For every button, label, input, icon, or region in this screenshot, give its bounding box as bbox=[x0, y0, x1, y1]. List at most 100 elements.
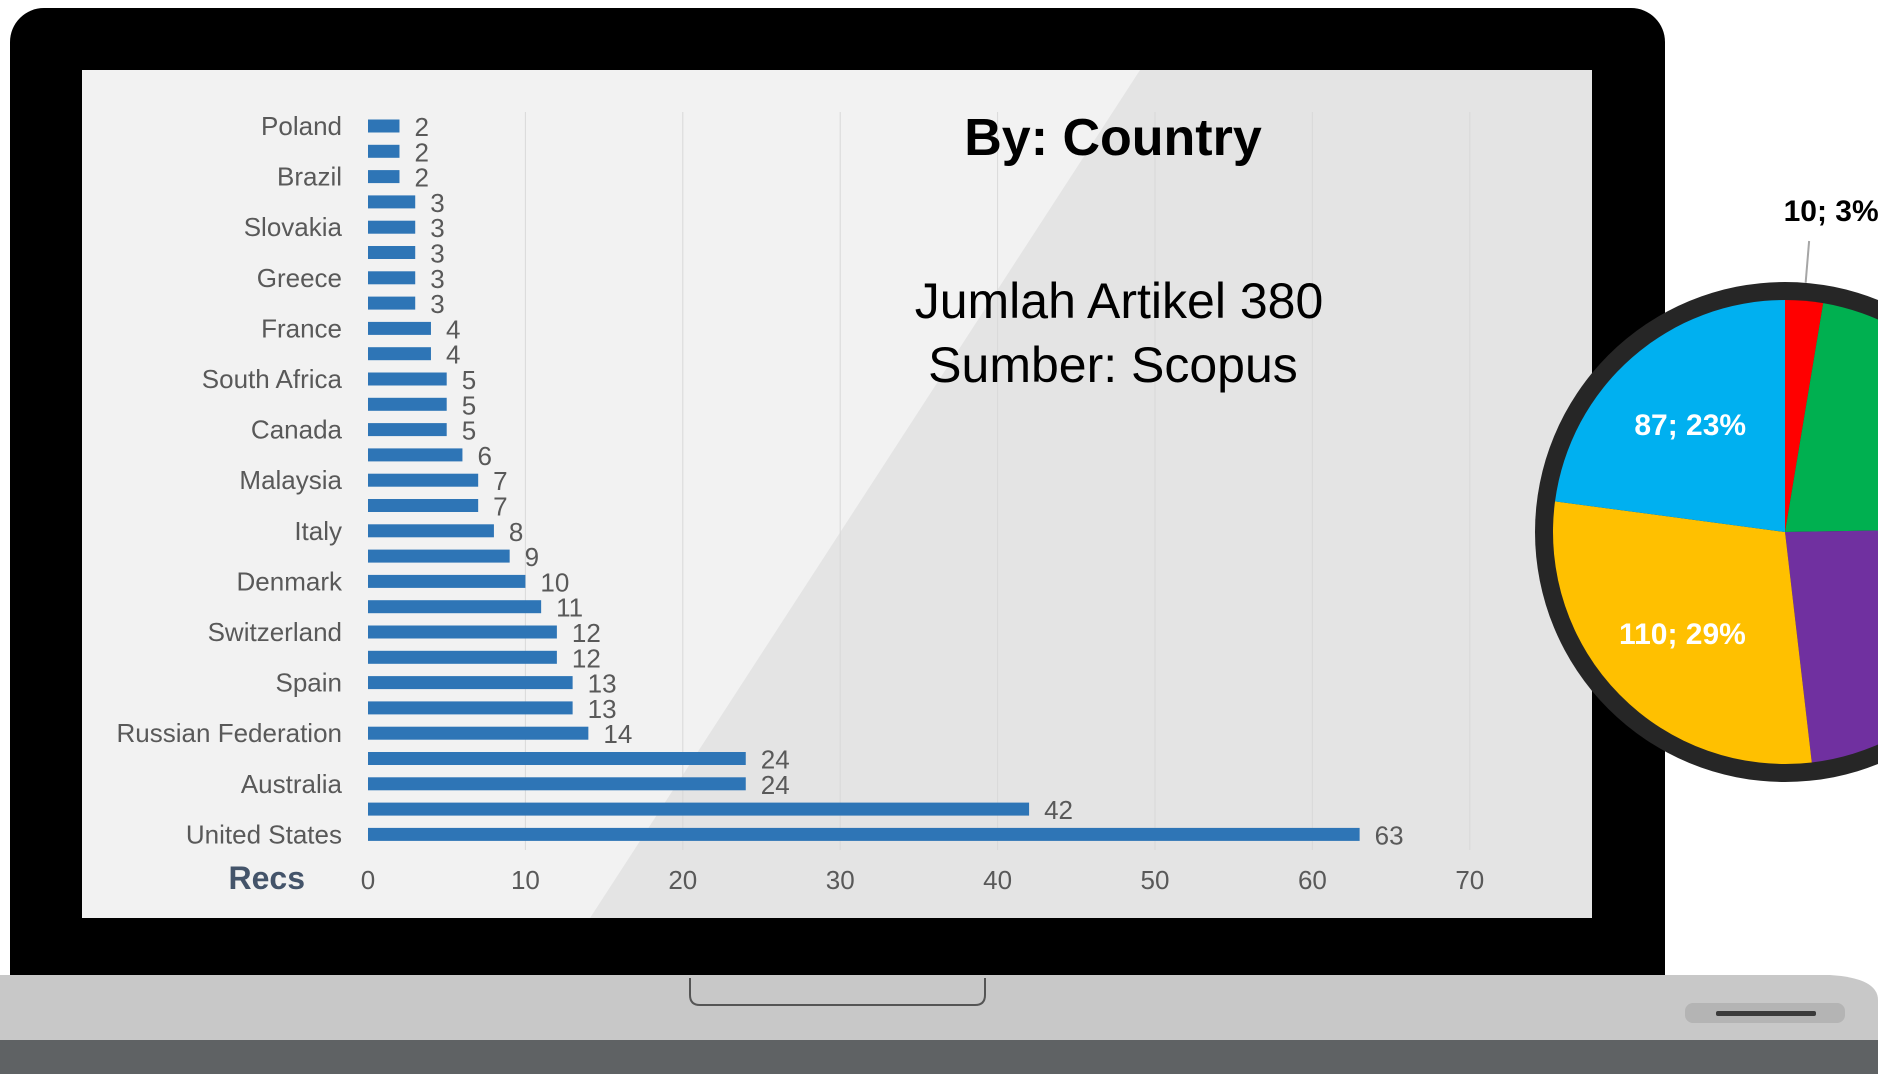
pie-slice bbox=[1785, 300, 1824, 532]
pie-leader-line bbox=[1804, 240, 1811, 283]
category-label: Spain bbox=[276, 668, 343, 698]
bar-value-label: 10 bbox=[540, 567, 569, 597]
bar bbox=[368, 347, 431, 361]
pie-chart: 10; 3%848110; 29%87; 23% bbox=[1535, 195, 1878, 782]
category-label: Poland bbox=[261, 111, 342, 141]
bar-value-label: 3 bbox=[430, 289, 444, 319]
category-label: Slovakia bbox=[244, 212, 343, 242]
bar-value-label: 2 bbox=[414, 163, 428, 193]
bar-value-label: 2 bbox=[414, 137, 428, 167]
bar-value-label: 3 bbox=[430, 264, 444, 294]
pie-slice bbox=[1785, 530, 1878, 763]
pie-slice-label: 110; 29% bbox=[1619, 618, 1746, 651]
bar bbox=[368, 574, 526, 588]
bar-chart-gridlines bbox=[524, 112, 1471, 850]
pie-slice bbox=[1555, 300, 1785, 532]
category-axis-title: Recs bbox=[229, 860, 306, 896]
bar-value-label: 12 bbox=[572, 618, 601, 648]
x-tick-label: 70 bbox=[1455, 865, 1484, 895]
bar-value-label: 3 bbox=[430, 188, 444, 218]
bar-value-label: 3 bbox=[430, 213, 444, 243]
bar-value-label: 24 bbox=[761, 745, 790, 775]
bar bbox=[368, 119, 400, 133]
bar bbox=[368, 752, 746, 765]
bar bbox=[368, 726, 589, 740]
slide-info-line-2: Sumber: Scopus bbox=[928, 337, 1298, 393]
pie-slice bbox=[1785, 303, 1878, 532]
bar-value-label: 7 bbox=[493, 492, 507, 522]
pie-slice-label: 87; 23% bbox=[1634, 409, 1746, 442]
x-tick-label: 30 bbox=[826, 865, 855, 895]
bar-value-label: 11 bbox=[556, 593, 583, 623]
bar-value-label: 2 bbox=[414, 112, 428, 142]
bar bbox=[368, 144, 400, 158]
bar bbox=[368, 271, 416, 285]
bar bbox=[368, 802, 1030, 816]
bar bbox=[368, 650, 557, 664]
bar-value-label: 12 bbox=[572, 643, 601, 673]
x-tick-label: 60 bbox=[1298, 865, 1327, 895]
bar-value-label: 13 bbox=[588, 694, 617, 724]
bar-chart: 2223333344555677891011121213131424244263… bbox=[117, 111, 1485, 896]
bar-value-label: 42 bbox=[1044, 795, 1073, 825]
bar-value-label: 13 bbox=[588, 669, 617, 699]
bar-value-label: 8 bbox=[509, 517, 523, 547]
bar bbox=[368, 170, 400, 184]
bar-value-label: 24 bbox=[761, 770, 790, 800]
x-tick-label: 50 bbox=[1141, 865, 1170, 895]
x-tick-label: 40 bbox=[983, 865, 1012, 895]
category-label: South Africa bbox=[202, 364, 343, 394]
bar-value-label: 4 bbox=[446, 340, 460, 370]
bar bbox=[368, 701, 573, 715]
trackpad-notch bbox=[689, 978, 986, 1006]
bar-chart-bars bbox=[368, 119, 1360, 841]
bar-value-label: 3 bbox=[430, 239, 444, 269]
x-tick-label: 0 bbox=[361, 865, 375, 895]
bar-value-label: 6 bbox=[477, 441, 491, 471]
bar bbox=[368, 195, 416, 209]
pie-slice bbox=[1553, 501, 1812, 764]
bar-value-label: 5 bbox=[462, 365, 476, 395]
category-label: Canada bbox=[251, 415, 343, 445]
category-label: Malaysia bbox=[239, 465, 342, 495]
bar bbox=[368, 827, 1360, 841]
x-tick-label: 20 bbox=[668, 865, 697, 895]
category-label: Switzerland bbox=[208, 617, 342, 647]
bar-value-label: 9 bbox=[525, 542, 539, 572]
bar bbox=[368, 220, 416, 234]
bar bbox=[368, 625, 557, 639]
category-label: Denmark bbox=[237, 566, 343, 596]
slide-title: By: Country bbox=[964, 109, 1262, 167]
bar bbox=[368, 246, 416, 259]
bar-value-label: 7 bbox=[493, 466, 507, 496]
category-label: Australia bbox=[241, 769, 343, 799]
bar bbox=[368, 296, 416, 310]
category-label: Brazil bbox=[277, 162, 342, 192]
laptop-screen bbox=[82, 70, 1592, 918]
pie-slice-label: 10; 3% bbox=[1784, 195, 1878, 228]
bar-value-label: 5 bbox=[462, 416, 476, 446]
base-slot-line bbox=[1716, 1011, 1816, 1016]
category-label: Italy bbox=[294, 516, 342, 546]
bar bbox=[368, 524, 494, 538]
laptop-base bbox=[0, 975, 1878, 1040]
bar bbox=[368, 372, 447, 386]
bar-value-label: 63 bbox=[1375, 820, 1404, 850]
slide-info-line-1: Jumlah Artikel 380 bbox=[915, 273, 1324, 329]
x-tick-label: 10 bbox=[511, 865, 540, 895]
category-label: United States bbox=[186, 819, 342, 849]
bar-value-label: 14 bbox=[603, 719, 632, 749]
bar-chart-category-labels: Poland Brazil Slovakia Greece France South Af… bbox=[117, 111, 343, 849]
bar-value-label: 4 bbox=[446, 314, 460, 344]
category-label: Russian Federation bbox=[117, 718, 342, 748]
bar-value-label: 5 bbox=[462, 390, 476, 420]
bar bbox=[368, 499, 479, 512]
laptop-base-shadow bbox=[0, 1040, 1878, 1074]
bar bbox=[368, 448, 463, 462]
bar bbox=[368, 549, 510, 563]
bar bbox=[368, 777, 746, 791]
category-label: France bbox=[261, 313, 342, 343]
bar bbox=[368, 600, 542, 614]
